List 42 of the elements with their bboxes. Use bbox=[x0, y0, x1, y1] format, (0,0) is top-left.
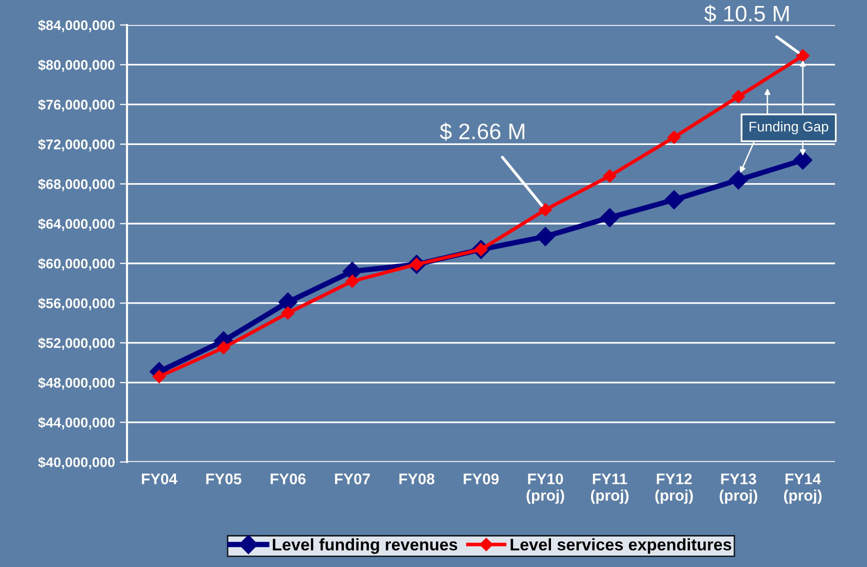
legend-label: Level funding revenues bbox=[272, 538, 458, 554]
point bbox=[538, 203, 552, 216]
x-tick-label: FY13 (proj) bbox=[720, 474, 758, 504]
point bbox=[600, 208, 620, 228]
x-tick-label: FY08 bbox=[399, 474, 434, 484]
point bbox=[796, 49, 810, 62]
legend-label: Level services expenditures bbox=[510, 538, 732, 554]
x-tick-label: FY05 bbox=[206, 474, 242, 484]
x-tick-label: FY04 bbox=[142, 474, 178, 484]
point bbox=[732, 90, 746, 104]
x-tick-label: FY09 bbox=[464, 474, 499, 484]
y-tick-label: $84,000,000 bbox=[38, 20, 115, 32]
y-tick-label: $40,000,000 bbox=[38, 456, 115, 470]
y-tick-label: $44,000,000 bbox=[38, 416, 115, 430]
point bbox=[728, 170, 748, 190]
x-tick-label: FY07 bbox=[335, 474, 370, 484]
x-tick-label: FY11 (proj) bbox=[590, 474, 628, 504]
annotation: $ 2.66 M bbox=[440, 122, 524, 141]
y-tick-label: $80,000,000 bbox=[38, 59, 115, 72]
y-tick-label: $64,000,000 bbox=[38, 218, 115, 231]
point bbox=[346, 274, 359, 288]
y-tick-label: $72,000,000 bbox=[38, 138, 115, 152]
y-tick-label: $56,000,000 bbox=[38, 298, 115, 310]
x-tick-label: FY10 (proj) bbox=[526, 474, 564, 504]
x-tick-label: FY06 bbox=[270, 474, 306, 484]
point bbox=[668, 130, 681, 144]
point bbox=[793, 150, 812, 170]
y-tick-label: $68,000,000 bbox=[38, 178, 115, 192]
annotation: $ 10.5 M bbox=[704, 4, 789, 23]
y-tick-label: $48,000,000 bbox=[38, 377, 115, 390]
x-tick-label: FY12 (proj) bbox=[655, 474, 693, 504]
annotation: Funding Gap bbox=[750, 121, 828, 134]
point bbox=[603, 169, 616, 183]
y-tick-label: $60,000,000 bbox=[38, 258, 115, 271]
point bbox=[664, 190, 684, 210]
y-tick-label: $76,000,000 bbox=[38, 99, 115, 112]
point bbox=[216, 341, 230, 354]
point bbox=[281, 306, 294, 320]
point bbox=[152, 370, 166, 384]
point bbox=[536, 227, 555, 246]
y-tick-label: $52,000,000 bbox=[38, 338, 115, 350]
x-tick-label: FY14 (proj) bbox=[784, 474, 822, 504]
